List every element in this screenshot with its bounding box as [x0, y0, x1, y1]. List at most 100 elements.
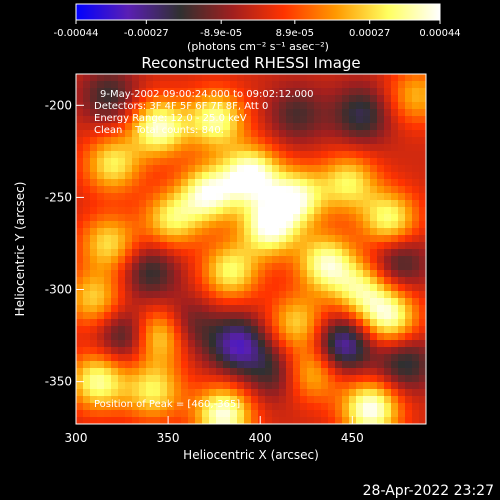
heat-cell [335, 417, 343, 424]
heat-cell [377, 305, 385, 313]
heat-cell [265, 88, 273, 96]
heat-cell [195, 361, 203, 369]
heat-cell [181, 361, 189, 369]
heat-cell [188, 151, 196, 159]
heat-cell [314, 137, 322, 145]
heat-cell [349, 137, 357, 145]
heat-cell [83, 172, 91, 180]
heat-cell [314, 319, 322, 327]
heat-cell [251, 200, 259, 208]
heat-cell [237, 130, 245, 138]
heat-cell [83, 382, 91, 390]
heat-cell [314, 333, 322, 341]
heat-cell [83, 333, 91, 341]
heat-cell [83, 319, 91, 327]
heat-cell [377, 410, 385, 418]
heat-cell [188, 256, 196, 264]
heat-cell [132, 207, 140, 215]
heat-cell [356, 368, 364, 376]
heat-cell [223, 102, 231, 110]
heat-cell [230, 417, 238, 424]
heat-cell [181, 263, 189, 271]
heat-cell [167, 130, 175, 138]
heat-cell [279, 396, 287, 404]
heat-cell [335, 228, 343, 236]
heat-cell [349, 249, 357, 257]
heat-cell [307, 291, 315, 299]
heat-cell [223, 228, 231, 236]
heat-cell [321, 410, 329, 418]
heat-cell [258, 165, 266, 173]
heat-cell [188, 95, 196, 103]
heat-cell [272, 109, 280, 117]
heat-cell [167, 74, 175, 82]
heat-cell [370, 214, 378, 222]
heat-cell [111, 207, 119, 215]
heat-cell [153, 109, 161, 117]
heat-cell [412, 144, 420, 152]
heat-cell [216, 228, 224, 236]
heat-cell [76, 95, 84, 103]
heat-cell [279, 102, 287, 110]
heat-cell [237, 417, 245, 424]
heat-cell [174, 368, 182, 376]
heat-cell [328, 326, 336, 334]
heat-cell [223, 81, 231, 89]
heat-cell [244, 270, 252, 278]
heat-cell [216, 417, 224, 424]
heat-cell [384, 298, 392, 306]
heat-cell [83, 249, 91, 257]
heat-cell [370, 165, 378, 173]
heat-cell [125, 81, 133, 89]
heat-cell [139, 347, 147, 355]
heat-cell [328, 305, 336, 313]
heat-cell [391, 312, 399, 320]
heat-cell [90, 410, 98, 418]
heat-cell [104, 235, 112, 243]
heat-cell [335, 389, 343, 397]
heat-cell [377, 319, 385, 327]
heat-cell [384, 221, 392, 229]
heat-cell [370, 144, 378, 152]
heat-cell [419, 186, 426, 194]
heat-cell [146, 137, 154, 145]
heat-cell [146, 109, 154, 117]
heat-cell [356, 207, 364, 215]
heat-cell [97, 102, 105, 110]
heat-cell [412, 291, 420, 299]
heat-cell [349, 312, 357, 320]
heat-cell [244, 214, 252, 222]
heat-cell [174, 326, 182, 334]
heat-cell [314, 144, 322, 152]
heat-cell [363, 291, 371, 299]
heat-cell [188, 102, 196, 110]
colorbar [75, 3, 441, 21]
heat-cell [391, 389, 399, 397]
heat-cell [377, 228, 385, 236]
heat-cell [377, 242, 385, 250]
heat-cell [279, 291, 287, 299]
heat-cell [293, 207, 301, 215]
heat-cell [230, 81, 238, 89]
heat-cell [104, 403, 112, 411]
heat-cell [419, 305, 426, 313]
heat-cell [104, 123, 112, 131]
heat-cell [83, 354, 91, 362]
heat-cell [76, 410, 84, 418]
heat-cell [244, 137, 252, 145]
heat-cell [265, 375, 273, 383]
heat-cell [258, 81, 266, 89]
heat-cell [363, 158, 371, 166]
heat-cell [237, 403, 245, 411]
heat-cell [125, 333, 133, 341]
heat-cell [391, 347, 399, 355]
heat-cell [251, 228, 259, 236]
heat-cell [125, 137, 133, 145]
heat-cell [272, 354, 280, 362]
heat-cell [146, 200, 154, 208]
heat-cell [160, 88, 168, 96]
heat-cell [412, 123, 420, 131]
heat-cell [153, 158, 161, 166]
heat-cell [181, 102, 189, 110]
heat-cell [293, 361, 301, 369]
